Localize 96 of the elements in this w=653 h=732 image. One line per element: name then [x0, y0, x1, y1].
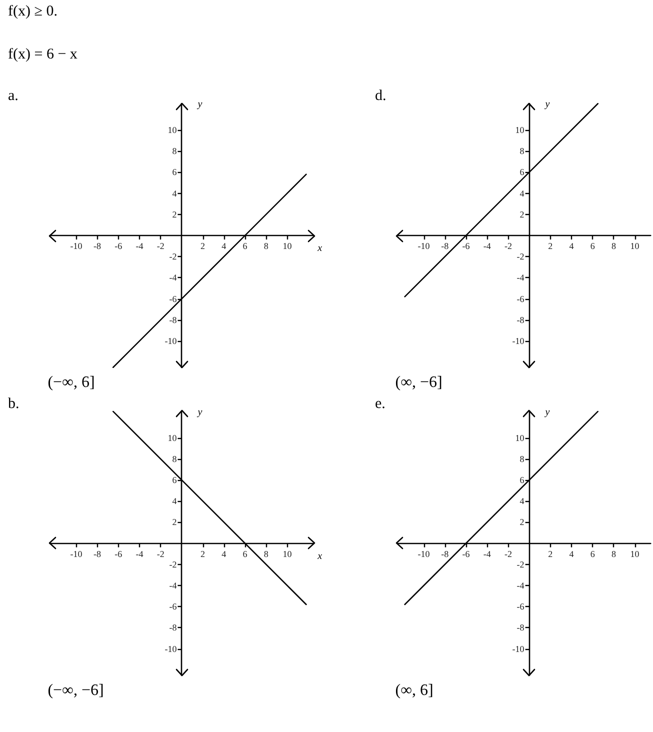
x-tick-label: -4: [136, 548, 144, 559]
x-tick-label: 4: [569, 548, 574, 559]
chart-title: e.: [375, 396, 386, 412]
y-axis-title: y: [196, 406, 203, 418]
y-tick-label: 2: [172, 209, 177, 220]
x-axis-title: x: [316, 243, 323, 254]
x-tick-label: 8: [611, 548, 616, 559]
x-tick-label: 4: [222, 241, 227, 251]
x-tick-label: -4: [483, 241, 492, 251]
y-tick-label: 6: [520, 475, 525, 485]
x-tick-label: 4: [222, 548, 227, 559]
x-tick-label: -2: [504, 241, 512, 251]
x-tick-label: 6: [590, 548, 596, 559]
x-tick-label: 10: [630, 548, 640, 559]
y-tick-label: 10: [515, 432, 525, 443]
y-tick-label: -4: [169, 580, 178, 590]
y-tick-label: -4: [169, 272, 178, 283]
x-tick-label: -10: [70, 548, 83, 559]
chart-title: d.: [375, 88, 386, 104]
y-tick-label: -10: [512, 336, 525, 346]
x-tick-label: 6: [590, 241, 596, 251]
y-tick-label: -4: [516, 580, 525, 590]
y-tick-label: -10: [164, 644, 178, 654]
text: (∞, 6]: [395, 682, 434, 699]
x-tick-label: -10: [418, 548, 430, 559]
text: (∞, −6]: [395, 374, 442, 391]
y-tick-label: 6: [172, 475, 178, 485]
x-tick-label: -6: [114, 241, 123, 251]
x-tick-label: -4: [136, 241, 144, 251]
y-tick-label: -2: [169, 252, 177, 262]
x-tick-label: -8: [441, 241, 450, 251]
y-tick-label: 2: [520, 209, 524, 220]
y-tick-label: -10: [512, 644, 525, 654]
x-tick-label: -8: [94, 548, 102, 559]
x-tick-label: 10: [282, 548, 292, 559]
x-tick-label: -6: [114, 548, 123, 559]
chart-title: a.: [8, 88, 18, 104]
x-tick-label: -4: [483, 548, 492, 559]
x-tick-label: 8: [264, 548, 269, 559]
x-tick-label: 6: [242, 241, 248, 251]
x-axis-title: x: [316, 550, 323, 562]
y-tick-label: 4: [172, 188, 178, 198]
y-tick-label: 2: [520, 517, 524, 528]
y-tick-label: 4: [520, 188, 525, 198]
text: (−∞, −6]: [48, 682, 104, 699]
x-tick-label: -2: [156, 548, 164, 559]
y-tick-label: -2: [516, 252, 524, 262]
y-axis-title: y: [544, 406, 550, 418]
text: f(x) ≥ 0.: [8, 4, 58, 20]
x-tick-label: -8: [441, 548, 450, 559]
y-tick-label: -2: [516, 559, 524, 570]
text: (−∞, 6]: [48, 374, 95, 391]
y-tick-label: -6: [516, 294, 525, 304]
x-tick-label: 2: [200, 241, 206, 251]
x-tick-label: -8: [94, 241, 102, 251]
x-tick-label: 2: [548, 548, 553, 559]
chart-title: b.: [8, 396, 20, 412]
x-tick-label: 2: [200, 548, 206, 559]
y-axis-title: y: [196, 99, 203, 110]
x-tick-label: 8: [611, 241, 616, 251]
text: f(x) = 6 − x: [8, 46, 78, 62]
y-tick-label: 10: [515, 125, 525, 135]
x-tick-label: 10: [630, 241, 640, 251]
x-tick-label: -10: [70, 241, 83, 251]
y-tick-label: -8: [516, 314, 525, 325]
x-tick-label: 4: [569, 241, 574, 251]
y-tick-label: 8: [172, 146, 178, 156]
y-tick-label: -6: [169, 602, 178, 612]
y-axis-title: y: [544, 99, 550, 110]
y-tick-label: -10: [164, 336, 178, 346]
x-tick-label: 6: [242, 548, 248, 559]
y-tick-label: -8: [169, 622, 178, 633]
y-tick-label: 4: [520, 496, 525, 506]
y-tick-label: 8: [520, 454, 525, 464]
x-tick-label: 10: [282, 241, 292, 251]
x-tick-label: -2: [504, 548, 512, 559]
y-tick-label: -2: [169, 559, 177, 570]
y-tick-label: 6: [520, 167, 525, 178]
x-tick-label: 8: [264, 241, 269, 251]
x-tick-label: -6: [462, 548, 470, 559]
y-tick-label: 8: [172, 454, 178, 464]
y-tick-label: -6: [516, 602, 525, 612]
y-tick-label: -8: [516, 622, 525, 633]
y-tick-label: 10: [168, 125, 178, 135]
y-tick-label: -6: [169, 294, 178, 304]
x-tick-label: -2: [156, 241, 164, 251]
y-tick-label: 6: [172, 167, 178, 178]
x-tick-label: -6: [462, 241, 470, 251]
y-tick-label: 2: [172, 517, 177, 528]
y-tick-label: 8: [520, 146, 525, 156]
y-tick-label: -8: [169, 314, 178, 325]
y-tick-label: 10: [168, 432, 178, 443]
y-tick-label: 4: [172, 496, 178, 506]
x-tick-label: 2: [548, 241, 553, 251]
x-tick-label: -10: [418, 241, 430, 251]
y-tick-label: -4: [516, 272, 525, 283]
